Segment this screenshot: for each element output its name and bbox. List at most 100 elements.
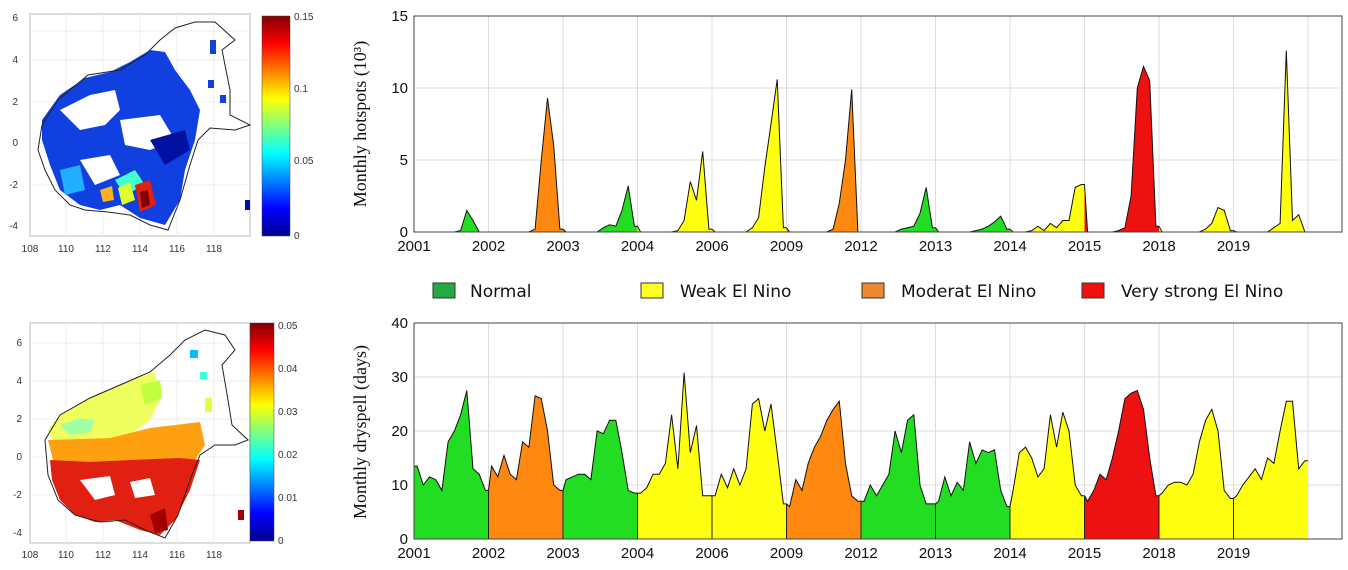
- series-line-2003: [562, 419, 638, 494]
- map1-xtick: 108: [22, 244, 39, 255]
- map2-xticks: 108 110 112 114 116 118: [22, 550, 223, 561]
- area-segment-2015: [1084, 66, 1159, 233]
- legend-label-weak: Weak El Nino: [680, 282, 791, 302]
- map1-colorbar-ticks: 0.15 0.1 0.05 0: [294, 12, 314, 242]
- x-tick-label: 2012: [844, 545, 877, 562]
- y-tick-label: 20: [391, 423, 408, 440]
- map2-cells: [48, 350, 244, 535]
- map2-ytick: -2: [13, 490, 22, 501]
- colorbar-tick: 0.03: [278, 407, 298, 418]
- map1-xtick: 110: [58, 244, 74, 255]
- dryspell-xticks: 2001 2002 2003 2004 2006 2009 2012 2013 2014 2015…: [397, 545, 1250, 562]
- area-segment-2006: [712, 398, 787, 539]
- hotspots-yticks: 15 10 5 0: [391, 8, 408, 241]
- map2-ytick: 0: [16, 452, 22, 463]
- legend-label-moderate: Moderat El Nino: [901, 282, 1036, 302]
- hotspot-density-map: 108 110 112 114 116 118 6 4 2 0 -2 -4 0.…: [9, 12, 314, 255]
- colorbar-tick: 0.05: [278, 321, 298, 332]
- x-tick-label: 2009: [770, 545, 803, 562]
- colorbar-tick: 0.1: [294, 84, 308, 95]
- x-tick-label: 2018: [1142, 545, 1175, 562]
- x-tick-label: 2013: [919, 545, 952, 562]
- colorbar-tick: 0.05: [294, 156, 314, 167]
- x-tick-label: 2014: [993, 545, 1026, 562]
- map1-ytick: -4: [9, 221, 18, 232]
- area-segment-2002: [488, 98, 563, 232]
- x-tick-label: 2001: [397, 238, 430, 255]
- map1-coastline: [37, 21, 252, 231]
- area-segment-2002: [488, 395, 563, 539]
- area-segment-2018: [1159, 207, 1234, 232]
- map1-xtick: 112: [95, 244, 111, 255]
- map1-colorbar: [261, 15, 291, 237]
- area-segment-2001: [414, 390, 489, 539]
- x-tick-label: 2004: [621, 545, 654, 562]
- dryspell-series: [413, 372, 1308, 539]
- map1-xtick: 114: [132, 244, 148, 255]
- map2-yticks: 6 4 2 0 -2 -4: [13, 338, 22, 539]
- x-tick-label: 2001: [397, 545, 430, 562]
- y-tick-label: 15: [391, 8, 408, 25]
- x-tick-label: 2002: [472, 238, 505, 255]
- hotspots-xticks: 2001 2002 2003 2004 2006 2009 2012 2013 2014 2015…: [397, 238, 1250, 255]
- area-segment-2014: [1010, 184, 1085, 232]
- legend-swatch-moderate: [861, 282, 885, 299]
- colorbar-tick: 0: [278, 536, 284, 547]
- area-segment-2009: [786, 89, 861, 233]
- series-line-2018: [1158, 408, 1234, 499]
- map2-ytick: 4: [16, 376, 22, 387]
- map2-xtick: 110: [58, 550, 74, 561]
- map2-xtick: 118: [206, 550, 222, 561]
- dryspell-axes-frame: [413, 322, 1343, 540]
- series-line-2004: [637, 372, 712, 497]
- legend-label-very-strong: Very strong El Nino: [1121, 282, 1283, 302]
- area-segment-2012: [861, 414, 936, 539]
- area-segment-2018: [1159, 409, 1234, 539]
- hotspots-ylabel: Monthly hotspots (10³): [350, 41, 371, 207]
- x-tick-label: 2006: [695, 238, 728, 255]
- x-tick-label: 2015: [1068, 238, 1101, 255]
- map1-xtick: 118: [206, 244, 222, 255]
- series-line-2019: [1233, 50, 1308, 233]
- x-tick-label: 2003: [546, 545, 579, 562]
- x-tick-label: 2015: [1068, 545, 1101, 562]
- series-line-2019: [1233, 400, 1308, 499]
- hotspots-series: [414, 50, 1308, 233]
- legend-swatch-normal: [432, 282, 456, 299]
- map1-xticks: 108 110 112 114 116 118: [22, 244, 223, 255]
- map2-xtick: 112: [95, 550, 111, 561]
- series-line-2001: [414, 209, 489, 233]
- colorbar-tick: 0.15: [294, 12, 314, 23]
- area-segment-2019: [1233, 401, 1308, 539]
- x-tick-label: 2018: [1142, 238, 1175, 255]
- series-line-2001: [414, 390, 489, 492]
- series-line-2015: [1084, 389, 1159, 503]
- y-tick-label: 0: [400, 531, 408, 548]
- y-tick-label: 5: [400, 152, 408, 169]
- x-tick-label: 2019: [1217, 238, 1250, 255]
- area-segment-2006: [712, 79, 787, 233]
- dryspell-trend-map: 108 110 112 114 116 118 6 4 2 0 -2 -4 0.…: [13, 321, 298, 561]
- x-tick-label: 2013: [919, 238, 952, 255]
- map2-xtick: 116: [169, 550, 185, 561]
- legend-swatch-very-strong: [1081, 282, 1105, 299]
- series-line-2012: [861, 413, 936, 505]
- map2-ytick: 6: [16, 338, 22, 349]
- legend-label-normal: Normal: [470, 282, 532, 302]
- map2-ytick: -4: [13, 528, 22, 539]
- map2-xtick: 108: [22, 550, 39, 561]
- map1-ytick: 2: [12, 97, 18, 108]
- y-tick-label: 10: [391, 477, 408, 494]
- colorbar-tick: 0: [294, 231, 300, 242]
- area-segment-2004: [637, 151, 712, 232]
- y-tick-label: 30: [391, 369, 408, 386]
- series-line-2013: [935, 441, 1010, 508]
- area-segment-2015: [1084, 390, 1159, 539]
- series-line-2009: [786, 399, 861, 508]
- x-tick-label: 2003: [546, 238, 579, 255]
- area-segment-2013: [935, 216, 1010, 232]
- x-tick-label: 2014: [993, 238, 1026, 255]
- x-tick-label: 2004: [621, 238, 654, 255]
